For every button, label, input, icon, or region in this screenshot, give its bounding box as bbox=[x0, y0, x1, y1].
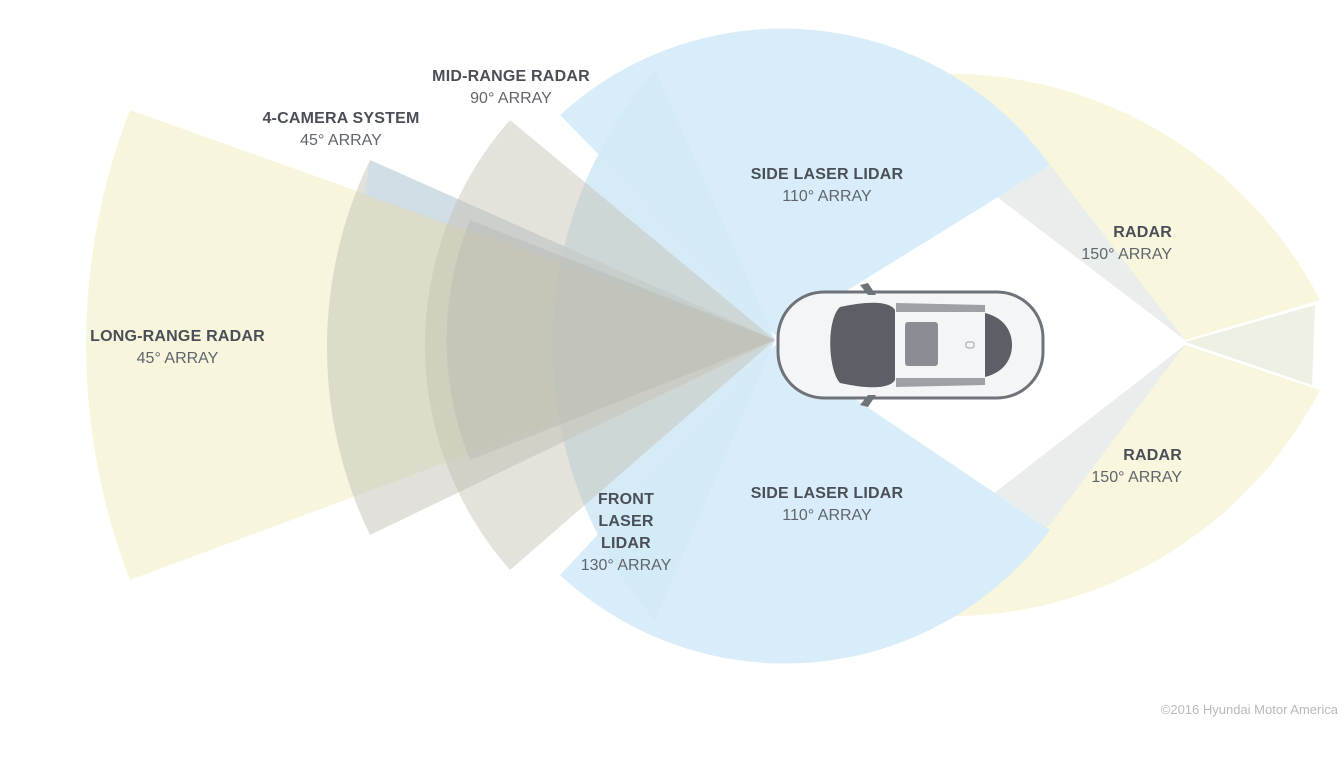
label-camera-system-name: 4-CAMERA SYSTEM bbox=[262, 110, 420, 127]
label-mid-range-radar: MID-RANGE RADAR 90° ARRAY bbox=[420, 66, 602, 110]
label-camera-system-array: 45° ARRAY bbox=[300, 132, 382, 149]
side-lidar-top-zone bbox=[560, 28, 1050, 336]
label-camera-system: 4-CAMERA SYSTEM 45° ARRAY bbox=[250, 108, 432, 152]
label-side-lidar-bottom-name: SIDE LASER LIDAR bbox=[750, 485, 904, 502]
label-rear-radar-bottom-name: RADAR bbox=[1123, 447, 1182, 464]
rear-radar-sliver bbox=[1185, 305, 1315, 385]
label-side-lidar-top-array: 110° ARRAY bbox=[782, 188, 872, 205]
label-rear-radar-top-array: 150° ARRAY bbox=[1081, 246, 1172, 263]
label-front-lidar: FRONT LASER LIDAR 130° ARRAY bbox=[566, 489, 686, 577]
label-long-range-radar: LONG-RANGE RADAR 45° ARRAY bbox=[80, 326, 275, 370]
copyright-notice: ©2016 Hyundai Motor America bbox=[1160, 702, 1338, 717]
label-side-lidar-bottom-array: 110° ARRAY bbox=[782, 507, 872, 524]
label-rear-radar-top: RADAR 150° ARRAY bbox=[1040, 222, 1172, 266]
label-mid-range-radar-name: MID-RANGE RADAR bbox=[432, 68, 590, 85]
label-long-range-radar-array: 45° ARRAY bbox=[136, 350, 219, 367]
label-side-lidar-top-name: SIDE LASER LIDAR bbox=[750, 166, 904, 183]
label-rear-radar-bottom: RADAR 150° ARRAY bbox=[1040, 445, 1182, 489]
label-front-lidar-line2: LASER bbox=[598, 513, 654, 530]
overlap-core bbox=[446, 220, 775, 460]
mid-range-radar-zone bbox=[424, 120, 775, 570]
label-side-lidar-top: SIDE LASER LIDAR 110° ARRAY bbox=[742, 164, 912, 208]
label-front-lidar-line1: FRONT bbox=[597, 491, 655, 508]
label-mid-range-radar-array: 90° ARRAY bbox=[470, 90, 552, 107]
label-long-range-radar-name: LONG-RANGE RADAR bbox=[90, 328, 265, 345]
label-front-lidar-line3: LIDAR bbox=[601, 535, 651, 552]
side-lidar-bottom-zone bbox=[560, 345, 1050, 664]
label-rear-radar-top-name: RADAR bbox=[1113, 224, 1172, 241]
label-front-lidar-array: 130° ARRAY bbox=[580, 557, 672, 574]
car-top-view bbox=[776, 283, 1045, 407]
label-side-lidar-bottom: SIDE LASER LIDAR 110° ARRAY bbox=[742, 483, 912, 527]
camera-system-edge bbox=[365, 160, 775, 340]
label-rear-radar-bottom-array: 150° ARRAY bbox=[1091, 469, 1182, 486]
camera-system-zone bbox=[326, 160, 775, 535]
